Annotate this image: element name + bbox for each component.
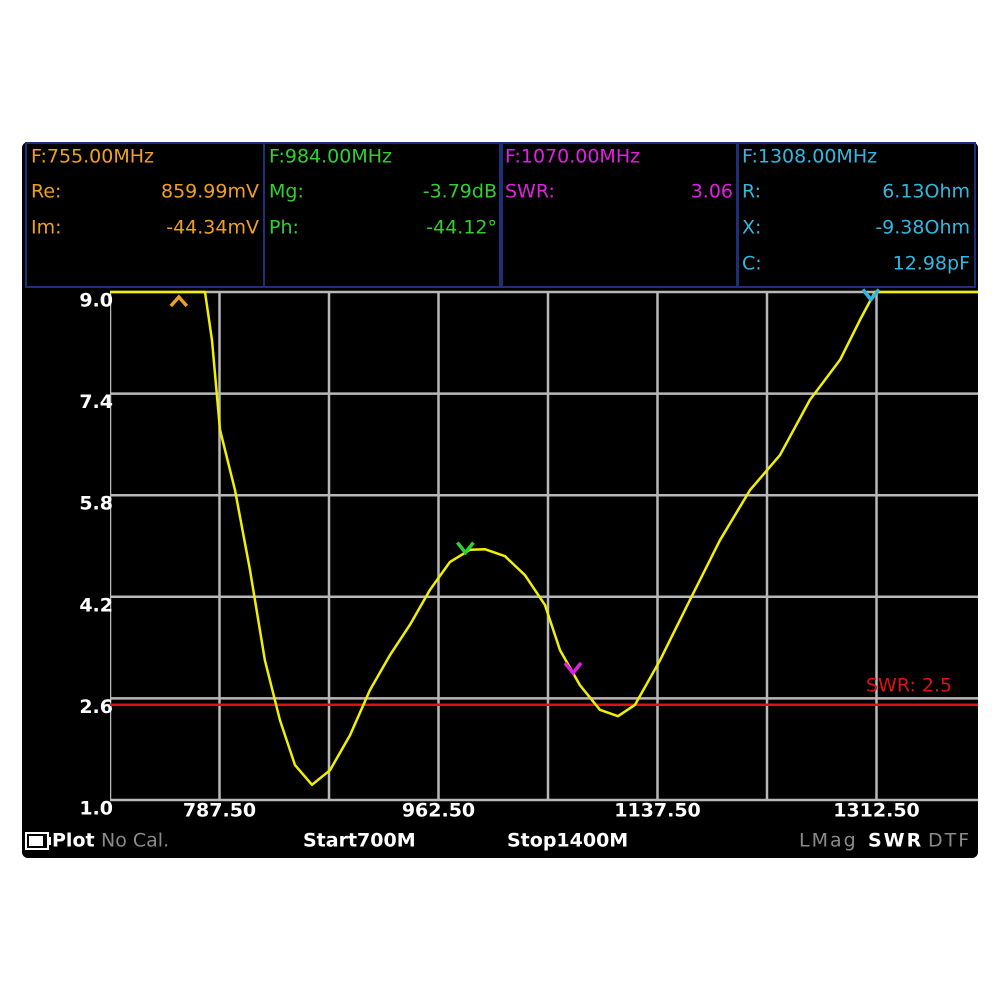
plot-area xyxy=(110,290,978,787)
y-tick-label: 2.6 xyxy=(79,696,113,718)
battery-tip xyxy=(48,837,51,845)
marker-field-label: SWR: xyxy=(505,181,555,203)
start-frequency[interactable]: Start700M xyxy=(303,830,416,852)
marker-icon[interactable] xyxy=(456,541,475,556)
marker-field-label: C: xyxy=(742,253,762,275)
display xyxy=(22,142,978,858)
marker-frequency[interactable]: F:1308.00MHz xyxy=(742,146,877,168)
y-tick-label: 5.8 xyxy=(79,493,113,515)
mode[interactable]: Plot xyxy=(52,830,95,852)
marker-field-value: -44.12° xyxy=(426,217,497,239)
marker-panel: F:755.00MHz Re: 859.99mV Im: -44.34mV F:984.0… xyxy=(25,142,976,288)
marker-field-value: -44.34mV xyxy=(166,217,259,239)
marker-field-value: -9.38Ohm xyxy=(875,217,970,239)
y-tick-label: 4.2 xyxy=(79,594,113,616)
marker-field-value: 3.06 xyxy=(691,181,733,203)
marker-box xyxy=(736,142,976,288)
swr-limit-label: SWR: 2.5 xyxy=(866,674,952,696)
stop-frequency[interactable]: Stop1400M xyxy=(507,830,628,852)
marker-box xyxy=(263,142,503,288)
marker-frequency[interactable]: F:1070.00MHz xyxy=(505,146,640,168)
y-tick-label: 1.0 xyxy=(79,798,113,820)
marker-icon[interactable] xyxy=(861,288,881,303)
format-option[interactable]: DTF xyxy=(928,830,971,852)
marker-field-value: 12.98pF xyxy=(893,253,970,275)
marker-field-value: -3.79dB xyxy=(423,181,497,203)
marker-field-label: Mg: xyxy=(269,181,304,203)
x-tick-label: 787.50 xyxy=(183,800,256,822)
marker-frequency[interactable]: F:755.00MHz xyxy=(31,146,154,168)
grid xyxy=(110,290,978,802)
battery-level xyxy=(29,836,43,846)
plot: 1.0 2.6 4.2 5.8 7.4 9.0 787.50 962.50 1137.50 131… xyxy=(79,288,978,822)
y-tick-label: 7.4 xyxy=(79,391,113,413)
x-tick-label: 962.50 xyxy=(402,800,475,822)
y-tick-label: 9.0 xyxy=(79,290,113,312)
marker-field-label: X: xyxy=(742,217,761,239)
swr-trace xyxy=(110,290,978,787)
x-tick-label: 1312.50 xyxy=(833,800,920,822)
marker-field-label: Ph: xyxy=(269,217,299,239)
marker-field-label: Re: xyxy=(31,181,61,203)
format-option[interactable]: LMag xyxy=(799,830,858,852)
marker-field-value: 6.13Ohm xyxy=(882,181,970,203)
marker-field-label: Im: xyxy=(31,217,62,239)
marker-field-value: 859.99mV xyxy=(161,181,259,203)
marker-icon[interactable] xyxy=(563,661,583,676)
marker-icon[interactable] xyxy=(169,294,189,308)
x-tick-label: 1137.50 xyxy=(614,800,701,822)
status-bar: Plot No Cal. Start700M Stop1400M LMag SWR… xyxy=(25,830,971,852)
format-option[interactable]: SWR xyxy=(868,830,923,852)
marker-field-label: R: xyxy=(742,181,761,203)
marker-frequency[interactable]: F:984.00MHz xyxy=(269,146,392,168)
calibration[interactable]: No Cal. xyxy=(101,830,169,852)
